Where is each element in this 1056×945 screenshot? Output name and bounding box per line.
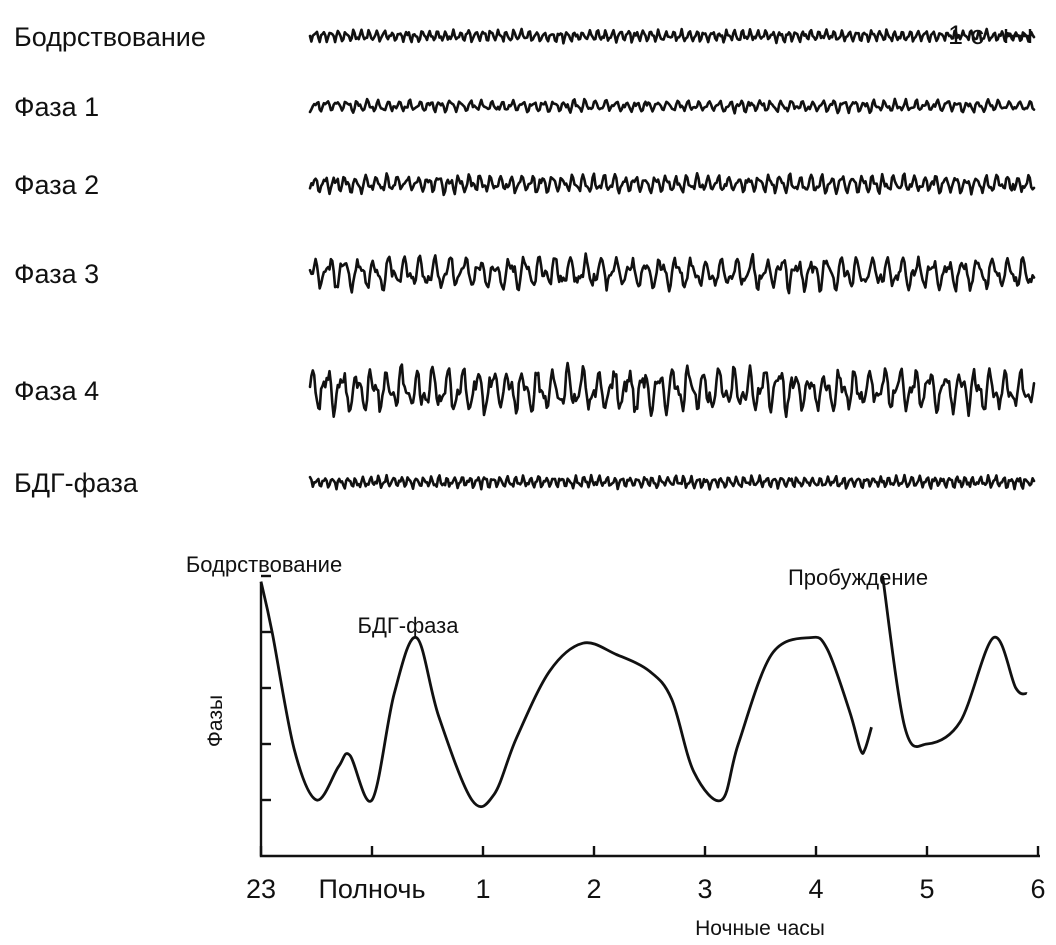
- hypnogram-line-after-awakening: [881, 575, 1028, 748]
- scale-bar-mark: [1004, 29, 1032, 43]
- scale-bar: 1 с: [948, 20, 1032, 50]
- scale-bar-label: 1 с: [948, 20, 984, 50]
- eeg-trace: [308, 97, 1036, 115]
- eeg-trace-label: Бодрствование: [14, 22, 206, 52]
- x-tick-label: 2: [586, 874, 601, 904]
- hypnogram-annotation: БДГ-фаза: [358, 613, 460, 638]
- eeg-trace-label: Фаза 3: [14, 259, 99, 289]
- hypnogram-annotation: Бодрствование: [186, 552, 342, 577]
- eeg-trace-label: Фаза 2: [14, 170, 99, 200]
- eeg-trace: [308, 172, 1036, 197]
- hypnogram-chart: 23 Полночь 1 2 3 4 5 6 БодрствованиеБДГ-фазаПро…: [186, 552, 1046, 940]
- x-tick-label: 1: [475, 874, 490, 904]
- x-tick-label: 3: [697, 874, 712, 904]
- eeg-trace-label: Фаза 4: [14, 376, 99, 406]
- eeg-trace: [308, 473, 1036, 491]
- x-tick-label: 4: [808, 874, 823, 904]
- eeg-trace: [308, 361, 1036, 419]
- hypnogram-annotation: Пробуждение: [788, 565, 928, 590]
- x-tick-label: Полночь: [318, 874, 425, 904]
- x-axis-title: Ночные часы: [695, 917, 825, 940]
- eeg-trace-label: БДГ-фаза: [14, 468, 139, 498]
- hypnogram-line-before-awakening: [259, 581, 873, 809]
- x-tick-label: 5: [919, 874, 934, 904]
- x-tick-label: 23: [246, 874, 276, 904]
- eeg-trace-label: Фаза 1: [14, 92, 99, 122]
- y-axis-title: Фазы: [204, 695, 227, 747]
- eeg-traces-panel: Бодрствование Фаза 1 Фаза 2 Фаза 3 Фаза 4 БДГ…: [14, 20, 1036, 498]
- eeg-trace: [308, 27, 1036, 45]
- x-tick-label: 6: [1030, 874, 1045, 904]
- eeg-trace: [308, 252, 1036, 295]
